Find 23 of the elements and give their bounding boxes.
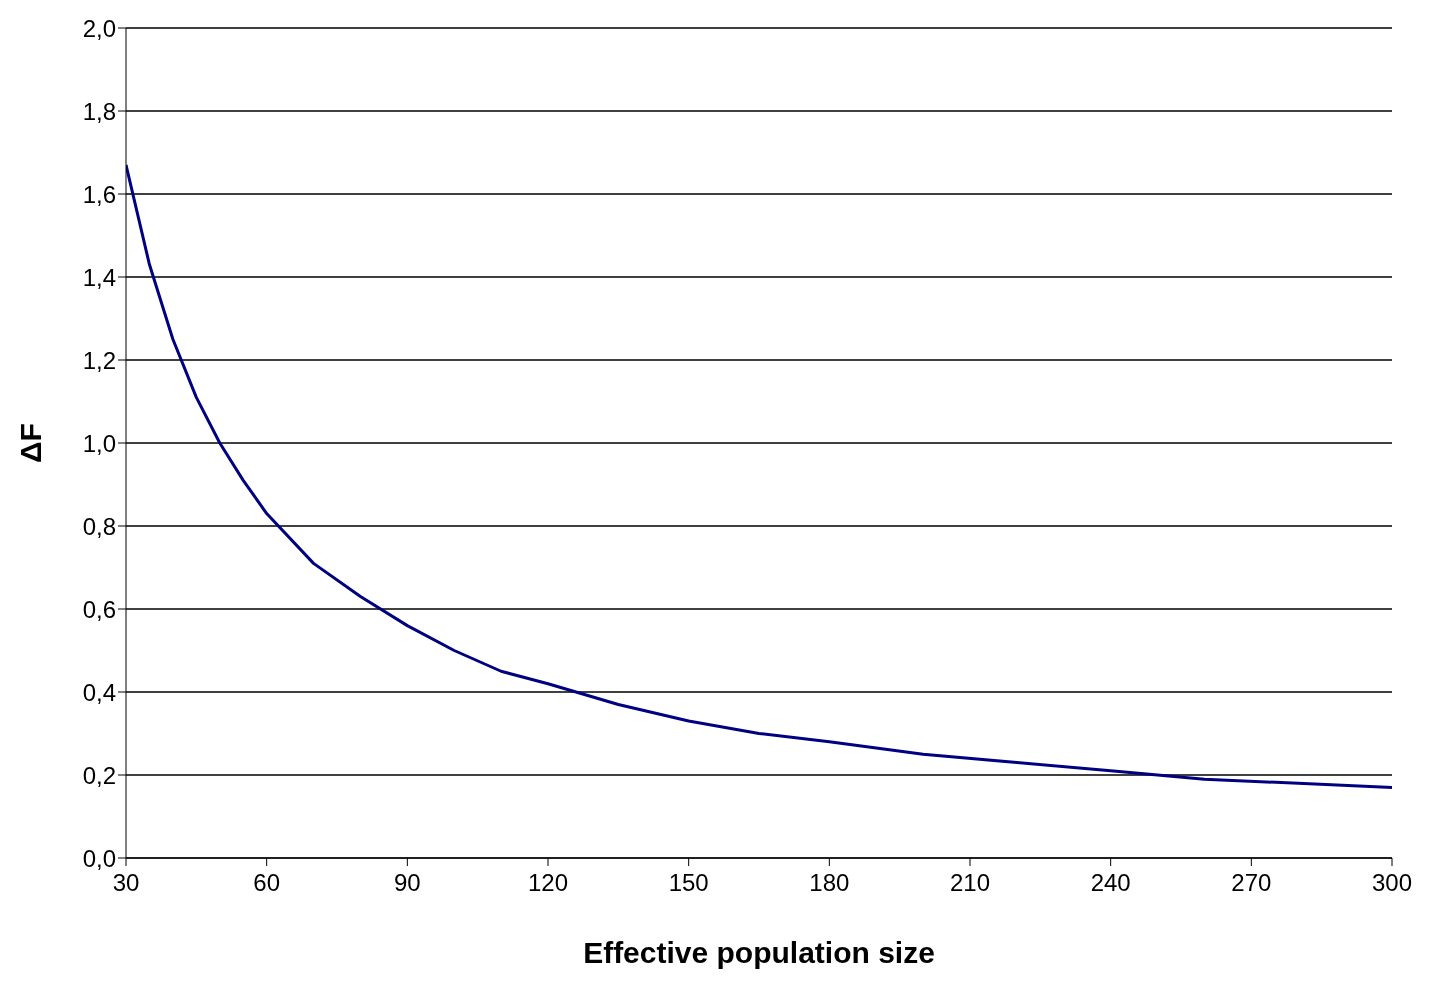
x-axis-title: Effective population size (583, 936, 935, 969)
y-tick-label: 0,2 (82, 761, 116, 789)
x-tick-label: 90 (393, 869, 421, 897)
x-tick-label: 240 (1090, 869, 1131, 897)
y-axis-title: ΔF (13, 423, 47, 463)
x-tick-label: 180 (809, 869, 850, 897)
x-tick-label: 120 (527, 869, 569, 897)
y-tick-label: 1,0 (82, 429, 116, 457)
y-tick-label: 0,6 (82, 595, 116, 623)
y-tick-label: 1,4 (82, 263, 116, 291)
x-tick-label: 300 (1371, 869, 1413, 897)
y-tick-label: 2,0 (82, 14, 116, 42)
y-tick-label: 1,8 (82, 97, 116, 125)
x-tick-label: 60 (253, 869, 281, 897)
x-tick-label: 150 (668, 869, 709, 897)
y-tick-label: 0,8 (82, 512, 116, 540)
y-tick-label: 1,6 (82, 180, 116, 208)
y-tick-label: 0,4 (82, 678, 116, 706)
x-tick-label: 270 (1231, 869, 1272, 897)
y-tick-label: 0,0 (82, 844, 116, 872)
y-tick-label: 1,2 (82, 346, 116, 374)
x-tick-label: 210 (949, 869, 991, 897)
x-tick-label: 30 (112, 869, 140, 897)
